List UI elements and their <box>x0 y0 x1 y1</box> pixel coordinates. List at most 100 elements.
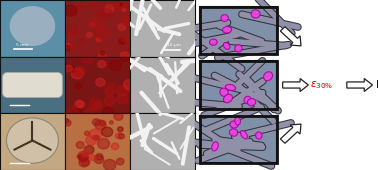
Circle shape <box>68 31 75 38</box>
Circle shape <box>110 60 121 71</box>
Circle shape <box>104 8 110 12</box>
Circle shape <box>98 138 110 149</box>
Circle shape <box>66 106 79 117</box>
Circle shape <box>118 127 123 132</box>
Circle shape <box>87 32 92 37</box>
Circle shape <box>99 9 112 20</box>
Circle shape <box>119 38 125 44</box>
Circle shape <box>64 45 70 51</box>
Circle shape <box>95 120 106 130</box>
Circle shape <box>86 136 96 145</box>
Circle shape <box>77 5 82 9</box>
Circle shape <box>6 118 58 163</box>
Circle shape <box>109 121 113 124</box>
Circle shape <box>96 10 104 16</box>
Ellipse shape <box>235 45 242 52</box>
Circle shape <box>120 52 130 61</box>
Circle shape <box>91 18 103 29</box>
Circle shape <box>126 45 129 47</box>
Circle shape <box>92 107 95 109</box>
Circle shape <box>81 158 90 166</box>
Circle shape <box>120 3 123 5</box>
Circle shape <box>113 1 125 12</box>
Circle shape <box>98 53 106 60</box>
Circle shape <box>122 16 133 26</box>
Circle shape <box>93 135 99 140</box>
Text: 10 μm: 10 μm <box>167 44 181 47</box>
Circle shape <box>90 100 97 106</box>
Circle shape <box>90 22 95 27</box>
Polygon shape <box>347 79 372 91</box>
Circle shape <box>79 154 88 162</box>
Circle shape <box>100 51 105 55</box>
Circle shape <box>104 96 115 106</box>
Circle shape <box>85 108 97 118</box>
Circle shape <box>78 151 88 161</box>
FancyBboxPatch shape <box>3 73 62 97</box>
Ellipse shape <box>223 42 230 49</box>
Circle shape <box>73 67 85 76</box>
Circle shape <box>67 25 78 35</box>
Polygon shape <box>280 124 301 143</box>
Ellipse shape <box>220 88 228 96</box>
Circle shape <box>98 61 106 68</box>
Bar <box>200 116 277 163</box>
Circle shape <box>73 106 77 109</box>
Circle shape <box>105 5 114 13</box>
Ellipse shape <box>229 129 238 136</box>
Ellipse shape <box>209 39 217 45</box>
Circle shape <box>75 83 82 89</box>
Text: $\varepsilon_{30\%}$: $\varepsilon_{30\%}$ <box>310 79 333 91</box>
Circle shape <box>79 38 85 43</box>
Circle shape <box>73 106 77 109</box>
Circle shape <box>84 131 90 135</box>
Circle shape <box>117 94 128 104</box>
Bar <box>200 61 277 109</box>
Ellipse shape <box>225 84 235 90</box>
Circle shape <box>64 120 71 126</box>
Circle shape <box>90 97 101 107</box>
Circle shape <box>94 102 102 109</box>
Circle shape <box>122 36 129 42</box>
Ellipse shape <box>248 99 256 106</box>
Bar <box>200 116 277 163</box>
Circle shape <box>75 100 83 107</box>
Circle shape <box>65 43 71 49</box>
Circle shape <box>89 129 102 139</box>
Circle shape <box>96 28 108 39</box>
Circle shape <box>120 53 130 62</box>
Circle shape <box>116 85 129 96</box>
Bar <box>200 61 277 109</box>
Ellipse shape <box>251 10 260 18</box>
Ellipse shape <box>212 142 218 151</box>
Circle shape <box>96 38 101 42</box>
Circle shape <box>111 83 115 86</box>
Circle shape <box>118 24 126 30</box>
Ellipse shape <box>223 94 232 103</box>
Circle shape <box>82 150 89 156</box>
Circle shape <box>105 83 114 91</box>
Circle shape <box>88 105 93 108</box>
Circle shape <box>103 107 113 117</box>
Circle shape <box>76 141 84 148</box>
Circle shape <box>10 7 54 45</box>
Circle shape <box>92 119 100 125</box>
Circle shape <box>71 44 77 49</box>
Circle shape <box>77 155 81 158</box>
Circle shape <box>105 88 114 95</box>
Ellipse shape <box>223 27 232 33</box>
Circle shape <box>104 159 116 170</box>
Circle shape <box>79 158 89 167</box>
Ellipse shape <box>230 121 239 128</box>
Circle shape <box>68 66 75 72</box>
Polygon shape <box>283 79 308 91</box>
Text: 5 mm: 5 mm <box>16 43 29 47</box>
Ellipse shape <box>240 130 248 139</box>
Ellipse shape <box>221 15 228 22</box>
Circle shape <box>99 121 105 126</box>
Circle shape <box>122 8 126 12</box>
Ellipse shape <box>263 72 273 81</box>
Ellipse shape <box>256 132 262 139</box>
Circle shape <box>77 101 85 108</box>
Text: ECM: ECM <box>376 80 378 90</box>
